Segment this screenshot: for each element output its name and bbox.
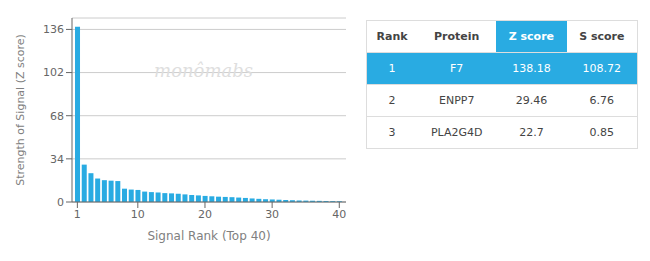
html-text:Rank: Rank xyxy=(376,30,408,43)
html-text:ENPP7: ENPP7 xyxy=(439,94,475,107)
svg-text:30: 30 xyxy=(265,208,279,221)
svg-text:Strength of Signal (Z score): Strength of Signal (Z score) xyxy=(14,34,27,186)
html-text:Z score: Z score xyxy=(508,30,555,43)
svg-text:34: 34 xyxy=(50,153,64,166)
svg-text:40: 40 xyxy=(332,208,346,221)
svg-text:68: 68 xyxy=(50,110,64,123)
svg-text:Signal Rank (Top 40): Signal Rank (Top 40) xyxy=(147,229,270,243)
html-text:138.18: 138.18 xyxy=(512,62,551,75)
html-text:2: 2 xyxy=(388,94,396,107)
svg-text:10: 10 xyxy=(131,208,145,221)
svg-text:1: 1 xyxy=(74,208,81,221)
svg-text:20: 20 xyxy=(198,208,212,221)
html-text:29.46: 29.46 xyxy=(515,94,548,107)
html-text:F7: F7 xyxy=(450,62,464,75)
html-text:6.76: 6.76 xyxy=(589,94,614,107)
html-text:S score: S score xyxy=(579,30,625,43)
html-text:108.72: 108.72 xyxy=(582,62,621,75)
html-text:Protein: Protein xyxy=(434,30,480,43)
html-text:0.85: 0.85 xyxy=(589,126,614,139)
html-text:3: 3 xyxy=(388,126,396,139)
html-text:1: 1 xyxy=(388,62,396,75)
svg-text:0: 0 xyxy=(57,196,64,209)
html-text:PLA2G4D: PLA2G4D xyxy=(430,126,483,139)
svg-text:136: 136 xyxy=(43,23,64,36)
html-text:22.7: 22.7 xyxy=(519,126,544,139)
svg-text:102: 102 xyxy=(43,66,64,79)
html-text:monômabs: monômabs xyxy=(154,59,253,80)
